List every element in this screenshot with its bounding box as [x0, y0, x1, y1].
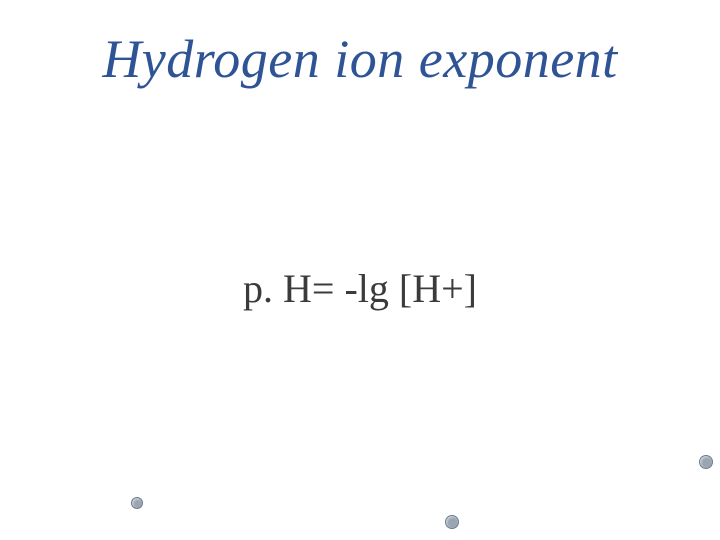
slide: Hydrogen ion exponent p. H= -lg [H+]: [0, 0, 720, 540]
slide-title: Hydrogen ion exponent: [0, 28, 720, 90]
decorative-dot: [132, 498, 142, 508]
decorative-dot: [446, 516, 458, 528]
slide-formula: p. H= -lg [H+]: [0, 265, 720, 312]
decorative-dot: [700, 456, 712, 468]
